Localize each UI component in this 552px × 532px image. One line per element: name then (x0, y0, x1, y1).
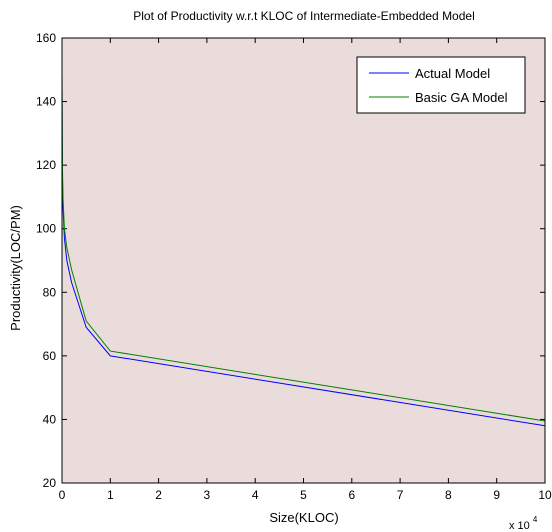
x-axis-multiplier-exponent: 4 (533, 515, 538, 524)
y-tick-label-100: 100 (36, 222, 56, 236)
y-tick-label-20: 20 (43, 476, 57, 490)
axis-ticks: 0 1 2 3 4 5 6 7 8 9 10 20 40 60 80 100 120 140 160 (36, 31, 552, 502)
x-tick-label-4: 4 (252, 488, 259, 502)
x-tick-label-2: 2 (155, 488, 162, 502)
x-tick-label-10: 10 (538, 488, 552, 502)
y-tick-label-80: 80 (43, 285, 57, 299)
y-tick-label-160: 160 (36, 31, 56, 45)
x-axis-multiplier-base: x 10 (509, 520, 530, 532)
legend-box (356, 56, 526, 114)
legend: Actual Model Basic GA Model (356, 56, 526, 114)
y-axis-label: Productivity(LOC/PM) (8, 205, 23, 331)
x-axis-label: Size(KLOC) (269, 510, 338, 525)
x-tick-label-0: 0 (59, 488, 66, 502)
y-tick-label-40: 40 (43, 412, 57, 426)
x-tick-label-8: 8 (445, 488, 452, 502)
x-axis-multiplier: x 10 4 (509, 515, 538, 532)
y-tick-label-140: 140 (36, 95, 56, 109)
x-tick-label-5: 5 (300, 488, 307, 502)
x-tick-label-9: 9 (493, 488, 500, 502)
y-tick-label-120: 120 (36, 158, 56, 172)
x-tick-label-6: 6 (348, 488, 355, 502)
legend-label-basic-ga-model: Basic GA Model (415, 90, 508, 105)
plot-frame (61, 37, 546, 484)
y-tick-label-60: 60 (43, 349, 57, 363)
x-tick-label-3: 3 (204, 488, 211, 502)
chart-title: Plot of Productivity w.r.t KLOC of Inter… (133, 9, 475, 23)
legend-label-actual-model: Actual Model (415, 66, 490, 81)
x-tick-label-1: 1 (107, 488, 114, 502)
x-tick-label-7: 7 (397, 488, 404, 502)
